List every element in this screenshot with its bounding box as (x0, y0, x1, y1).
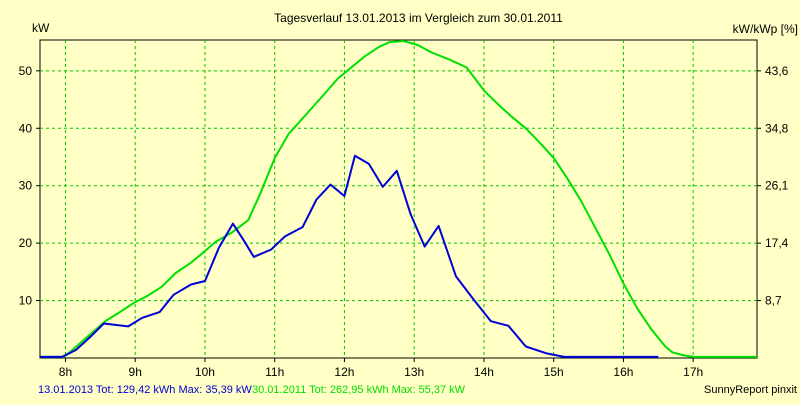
y2-tick-label: 26,1 (765, 179, 789, 193)
footer-series1-summary: 13.01.2013 Tot: 129,42 kWh Max: 35,39 kW (38, 384, 252, 396)
y2-tick-label: 34,8 (765, 121, 789, 135)
y-tick-label: 30 (19, 179, 33, 193)
x-tick-label: 8h (59, 365, 72, 379)
y-tick-label: 10 (19, 294, 33, 308)
x-tick-label: 9h (129, 365, 142, 379)
x-tick-label: 14h (474, 365, 494, 379)
x-tick-label: 15h (544, 365, 564, 379)
x-tick-label: 11h (265, 365, 284, 379)
footer-source: SunnyReport pinxit (704, 384, 797, 396)
plot-frame (39, 39, 758, 359)
series-line-1 (40, 40, 757, 358)
x-tick-label: 12h (334, 365, 354, 379)
footer-series2-summary: 30.01.2011 Tot: 262,95 kWh Max: 55,37 kW (252, 384, 466, 396)
series-line-2 (40, 154, 659, 358)
x-tick-label: 16h (613, 365, 633, 379)
y2-tick-label: 43,6 (765, 64, 789, 78)
y-tick-label: 40 (19, 121, 33, 135)
x-tick-label: 17h (683, 365, 703, 379)
chart-title: Tagesverlauf 13.01.2013 im Vergleich zum… (274, 11, 563, 25)
y-axis-label: kW (32, 21, 50, 35)
x-tick-label: 13h (404, 365, 424, 379)
y2-tick-label: 17,4 (765, 236, 789, 250)
y2-axis-label: kW/kWp [%] (733, 22, 798, 36)
y-tick-label: 20 (19, 236, 33, 250)
y2-tick-label: 8,7 (765, 294, 782, 308)
y-tick-label: 50 (19, 64, 33, 78)
x-tick-label: 10h (195, 365, 215, 379)
